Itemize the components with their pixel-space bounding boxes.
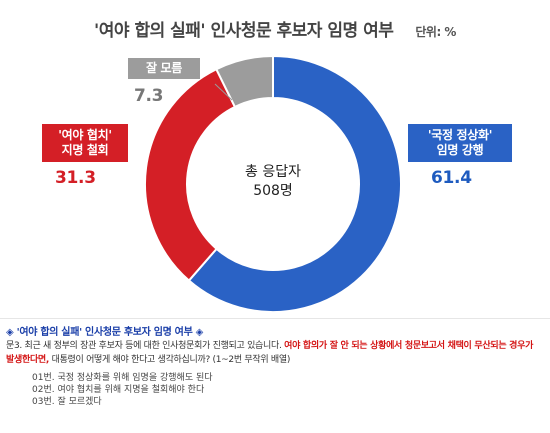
center-label-line1: 총 응답자 xyxy=(245,164,301,180)
callout-withdraw-line1: '여야 협치' xyxy=(58,128,112,142)
donut-slice-appoint xyxy=(187,54,402,313)
survey-option-3: 03번. 잘 모르겠다 xyxy=(32,397,102,407)
callout-unknown-line1: 잘 모름 xyxy=(145,61,183,75)
callout-appoint: '국정 정상화' 임명 강행 xyxy=(408,124,512,162)
question-highlight: 여야 합의가 잘 안 되는 상황에서 청문보고서 채택이 무산되는 경우가 발생… xyxy=(6,341,534,365)
callout-unknown: 잘 모름 xyxy=(128,58,200,79)
donut-center-label: 총 응답자 508명 xyxy=(210,163,336,201)
question-prefix: 문3. 최근 새 정부의 장관 후보자 등에 대한 인사청문회가 진행되고 있습… xyxy=(6,341,285,351)
question-suffix: 대통령이 어떻게 해야 한다고 생각하십니까? (1~2번 무작위 배열) xyxy=(49,355,291,365)
callout-appoint-line2: 임명 강행 xyxy=(436,143,484,157)
donut-chart xyxy=(144,54,402,313)
donut-slice-unknown xyxy=(214,54,274,109)
callout-withdraw: '여야 협치' 지명 철회 xyxy=(42,124,128,162)
survey-option-2: 02번. 여야 협치를 위해 지명을 철회해야 한다 xyxy=(32,385,205,395)
callout-withdraw-line2: 지명 철회 xyxy=(61,143,109,157)
divider xyxy=(0,318,550,319)
leader-line-unknown xyxy=(214,83,233,101)
value-label-withdraw: 31.3 xyxy=(55,168,96,188)
unit-label: 단위: % xyxy=(415,25,456,39)
survey-title: ◈ '여야 합의 실패' 인사청문 후보자 임명 여부 ◈ xyxy=(6,327,204,338)
value-label-unknown: 7.3 xyxy=(134,86,164,106)
chart-title-text: '여야 합의 실패' 인사청문 후보자 임명 여부 xyxy=(94,21,394,41)
survey-option-1: 01번. 국정 정상화를 위해 임명을 강행해도 된다 xyxy=(32,373,213,383)
survey-question: 문3. 최근 새 정부의 장관 후보자 등에 대한 인사청문회가 진행되고 있습… xyxy=(6,339,542,367)
value-label-appoint: 61.4 xyxy=(431,168,472,188)
donut-slice-withdraw xyxy=(144,67,237,282)
center-label-line2: 508명 xyxy=(253,183,293,199)
survey-options: 01번. 국정 정상화를 위해 임명을 강행해도 된다 02번. 여야 협치를 … xyxy=(32,372,213,408)
donut-slices xyxy=(144,54,402,313)
callout-appoint-line1: '국정 정상화' xyxy=(427,128,493,142)
chart-title: '여야 합의 실패' 인사청문 후보자 임명 여부 단위: % xyxy=(0,16,550,41)
